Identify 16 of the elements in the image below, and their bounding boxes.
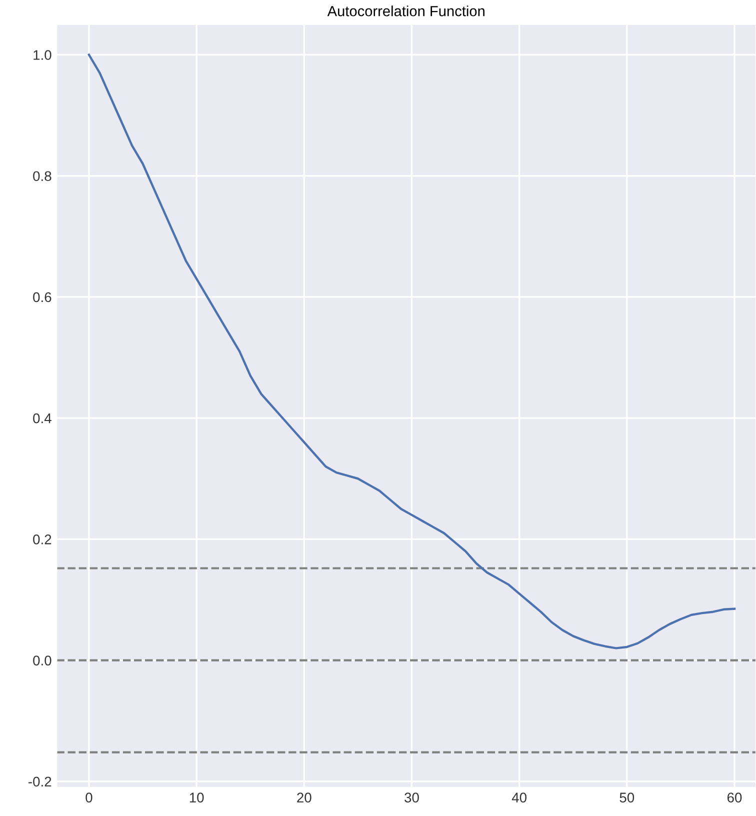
x-tick-label: 30 bbox=[404, 792, 419, 803]
x-tick-label: 50 bbox=[620, 792, 634, 803]
y-tick-label: 0.4 bbox=[33, 413, 52, 424]
y-tick-label: 1.0 bbox=[34, 50, 52, 60]
chart-title: Autocorrelation Function bbox=[327, 6, 484, 16]
y-tick-label: 0.0 bbox=[33, 656, 52, 666]
x-tick-label: 10 bbox=[190, 792, 204, 803]
y-tick-label: -0.2 bbox=[28, 776, 52, 787]
x-tick-label: 20 bbox=[297, 792, 312, 803]
line-series bbox=[88, 54, 736, 650]
y-tick-label: 0.8 bbox=[33, 171, 52, 182]
y-tick-label: 0.2 bbox=[33, 534, 52, 544]
x-tick-label: 60 bbox=[727, 792, 742, 803]
x-tick-label: 0 bbox=[86, 792, 92, 803]
y-tick-label: 0.6 bbox=[33, 292, 52, 302]
x-tick-label: 40 bbox=[512, 792, 526, 803]
